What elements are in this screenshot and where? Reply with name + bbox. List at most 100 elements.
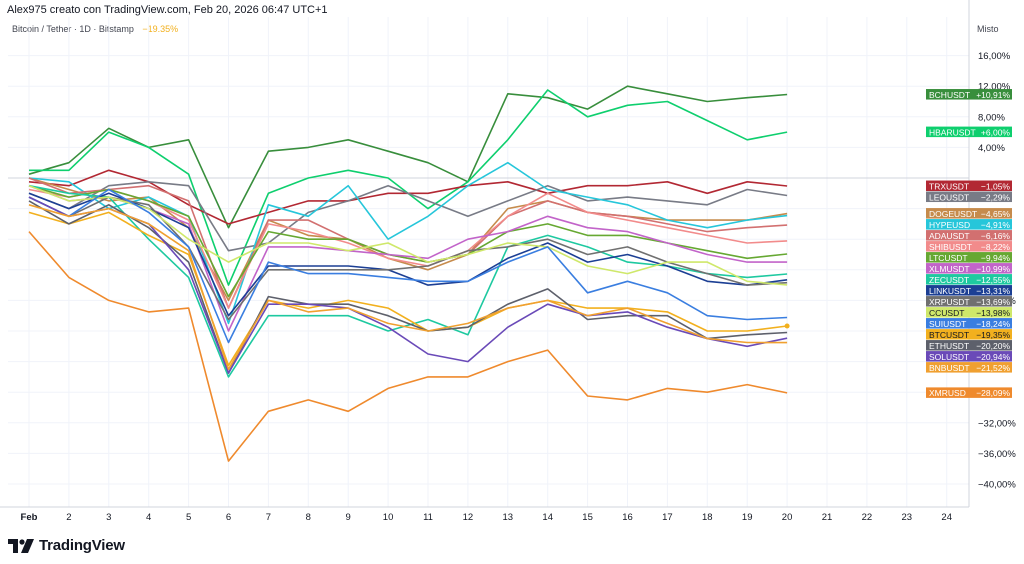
price-label-bchusdt[interactable]: BCHUSDT +10,91% <box>926 89 1012 100</box>
symbol-info[interactable]: Bitcoin / Tether · 1D · Bitstamp −19.35% <box>12 24 178 34</box>
price-label-value: −4,91% <box>981 220 1011 230</box>
price-label-value-bg <box>968 89 1012 100</box>
price-label-zecusdt[interactable]: ZECUSDT −12,55% <box>926 274 1012 285</box>
price-label-dogeusdt[interactable]: DOGEUSDT −4,65% <box>926 208 1012 219</box>
price-label-symbol-bg <box>926 307 968 318</box>
price-label-solusdt[interactable]: SOLUSDT −20,94% <box>926 351 1012 362</box>
price-label-symbol: XMRUSD <box>929 388 966 398</box>
series-line-linkusdt[interactable] <box>28 192 788 317</box>
series-line-btcusdt[interactable] <box>28 211 788 367</box>
price-label-shibusdt[interactable]: SHIBUSDT −8,22% <box>926 241 1012 252</box>
price-label-symbol-bg <box>926 180 968 192</box>
price-label-value-bg <box>968 318 1012 329</box>
price-label-adausdt[interactable]: ADAUSDT −6,16% <box>926 230 1012 241</box>
price-label-ccusdt[interactable]: CCUSDT −13,98% <box>926 307 1012 318</box>
price-label-value: −12,55% <box>976 275 1010 285</box>
price-label-symbol-bg <box>926 285 968 296</box>
price-label-value-bg <box>968 191 1012 203</box>
series-line-leousdt[interactable] <box>28 181 788 252</box>
price-label-value-bg <box>968 285 1012 296</box>
price-label-leousdt[interactable]: LEOUSDT −2,29% <box>926 191 1012 203</box>
series-line-ethusdt[interactable] <box>28 200 788 374</box>
price-label-hbarusdt[interactable]: HBARUSDT +6,00% <box>926 126 1012 138</box>
series-line-dogeusdt[interactable] <box>28 177 788 302</box>
price-label-value: −9,94% <box>981 253 1011 263</box>
series-line-bchusdt[interactable] <box>28 85 788 229</box>
series-line-zecusdt[interactable] <box>28 184 788 378</box>
series-line-hypeusd[interactable] <box>28 161 788 325</box>
series-line-solusdt[interactable] <box>28 196 788 374</box>
price-label-value: −28,09% <box>976 388 1010 398</box>
price-label-symbol: HYPEUSD <box>929 220 970 230</box>
x-tick-label: 13 <box>503 512 514 523</box>
price-label-symbol: BCHUSDT <box>929 90 970 100</box>
price-label-value: +10,91% <box>976 90 1010 100</box>
symbol-change: −19.35% <box>142 24 179 34</box>
price-label-symbol-bg <box>926 296 968 307</box>
price-label-symbol: ZECUSDT <box>929 275 969 285</box>
price-label-value-bg <box>968 252 1012 263</box>
price-label-ltcusdt[interactable]: LTCUSDT −9,94% <box>926 252 1012 263</box>
price-label-symbol-bg <box>926 126 968 138</box>
price-label-value: −8,22% <box>981 242 1011 252</box>
price-label-value: −1,05% <box>981 181 1011 191</box>
price-label-suiusdt[interactable]: SUIUSDT −18,24% <box>926 318 1012 329</box>
price-label-symbol: BTCUSDT <box>929 330 969 340</box>
price-label-xlmusdt[interactable]: XLMUSDT −10,99% <box>926 263 1012 274</box>
price-label-value: −4,65% <box>981 209 1011 219</box>
price-label-value: −18,24% <box>976 319 1010 329</box>
price-label-symbol-bg <box>926 351 968 362</box>
series-line-suiusdt[interactable] <box>28 188 788 344</box>
y-tick-label: −40,00% <box>978 480 1016 491</box>
price-label-symbol-bg <box>926 318 968 329</box>
price-label-value: −13,98% <box>976 308 1010 318</box>
scale-mode-label[interactable]: Misto <box>977 24 999 34</box>
x-tick-label: 18 <box>702 512 713 523</box>
price-label-xrpusdt[interactable]: XRPUSDT −13,69% <box>926 296 1012 307</box>
price-label-symbol-bg <box>926 89 968 100</box>
price-label-value-bg <box>968 274 1012 285</box>
price-label-symbol: CCUSDT <box>929 308 964 318</box>
x-tick-label: 24 <box>941 512 952 523</box>
tradingview-logo[interactable]: TradingView <box>8 537 125 554</box>
tradingview-logo-text: TradingView <box>39 537 125 554</box>
price-label-value: −10,99% <box>976 264 1010 274</box>
price-label-hypeusd[interactable]: HYPEUSD −4,91% <box>926 219 1012 230</box>
price-label-symbol-bg <box>926 387 968 398</box>
price-label-ethusdt[interactable]: ETHUSDT −20,20% <box>926 340 1012 351</box>
series-line-bnbusdt[interactable] <box>28 204 788 371</box>
x-tick-label: 22 <box>862 512 873 523</box>
price-label-value-bg <box>968 263 1012 274</box>
price-label-symbol: LTCUSDT <box>929 253 968 263</box>
price-label-bnbusdt[interactable]: BNBUSDT −21,52% <box>926 362 1012 373</box>
price-label-symbol-bg <box>926 241 968 252</box>
x-tick-label: 5 <box>186 512 191 523</box>
price-label-value: −21,52% <box>976 363 1010 373</box>
price-label-xmrusd[interactable]: XMRUSD −28,09% <box>926 387 1012 398</box>
price-label-trxusdt[interactable]: TRXUSDT −1,05% <box>926 180 1012 192</box>
price-label-symbol: HBARUSDT <box>929 127 976 137</box>
price-label-symbol-bg <box>926 274 968 285</box>
price-label-value-bg <box>968 230 1012 241</box>
series-line-xmrusd[interactable] <box>28 231 788 462</box>
price-label-value-bg <box>968 180 1012 192</box>
price-label-btcusdt[interactable]: BTCUSDT −19,35% <box>926 329 1012 340</box>
price-label-symbol-bg <box>926 219 968 230</box>
x-tick-label: 15 <box>582 512 593 523</box>
price-label-value-bg <box>968 307 1012 318</box>
price-label-symbol: SHIBUSDT <box>929 242 972 252</box>
price-label-value-bg <box>968 126 1012 138</box>
price-label-linkusdt[interactable]: LINKUSDT −13,31% <box>926 285 1012 296</box>
tradingview-logo-icon <box>8 538 34 553</box>
price-label-value-bg <box>968 362 1012 373</box>
x-tick-label: 17 <box>662 512 673 523</box>
price-label-symbol: DOGEUSDT <box>929 209 977 219</box>
price-label-symbol: SUIUSDT <box>929 319 966 329</box>
series-line-ccusdt[interactable] <box>28 184 788 286</box>
series-line-xrpusdt[interactable] <box>28 196 788 321</box>
price-label-value-bg <box>968 208 1012 219</box>
price-label-value: −13,69% <box>976 297 1010 307</box>
y-tick-label: −32,00% <box>978 418 1016 429</box>
y-tick-label: 12,00% <box>978 82 1011 93</box>
